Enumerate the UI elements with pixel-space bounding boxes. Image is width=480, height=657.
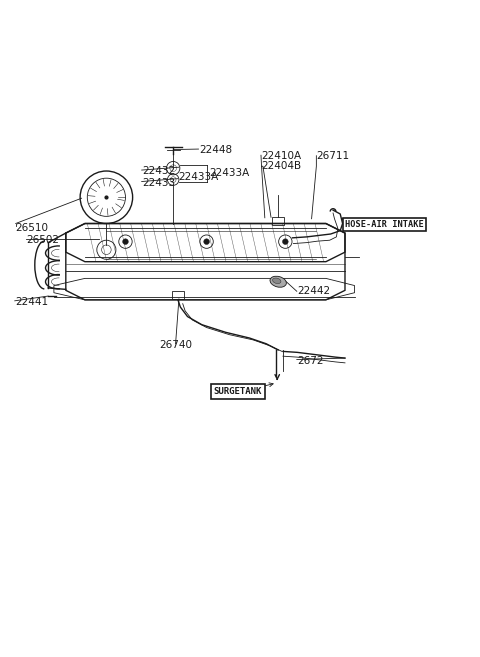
Text: 22410A: 22410A (262, 150, 301, 161)
Text: 26740: 26740 (159, 340, 192, 350)
Circle shape (204, 238, 209, 244)
Text: 26502: 26502 (26, 235, 59, 245)
Text: 22433: 22433 (142, 178, 175, 188)
Text: 26711: 26711 (316, 150, 349, 161)
Text: 2672: 2672 (297, 356, 324, 366)
Text: SURGETANK: SURGETANK (214, 387, 262, 396)
Ellipse shape (270, 276, 287, 287)
Text: 22442: 22442 (297, 286, 330, 296)
Circle shape (282, 238, 288, 244)
Ellipse shape (273, 278, 281, 284)
Text: 22433A: 22433A (209, 168, 249, 179)
Text: 22441: 22441 (15, 297, 48, 307)
Text: 22433A: 22433A (178, 171, 218, 182)
Circle shape (122, 238, 128, 244)
Text: 22404B: 22404B (262, 161, 301, 171)
Text: 22448: 22448 (199, 145, 233, 154)
Text: HOSE-AIR INTAKE: HOSE-AIR INTAKE (345, 220, 424, 229)
Text: 22432: 22432 (142, 166, 175, 176)
Text: 26510: 26510 (16, 223, 48, 233)
